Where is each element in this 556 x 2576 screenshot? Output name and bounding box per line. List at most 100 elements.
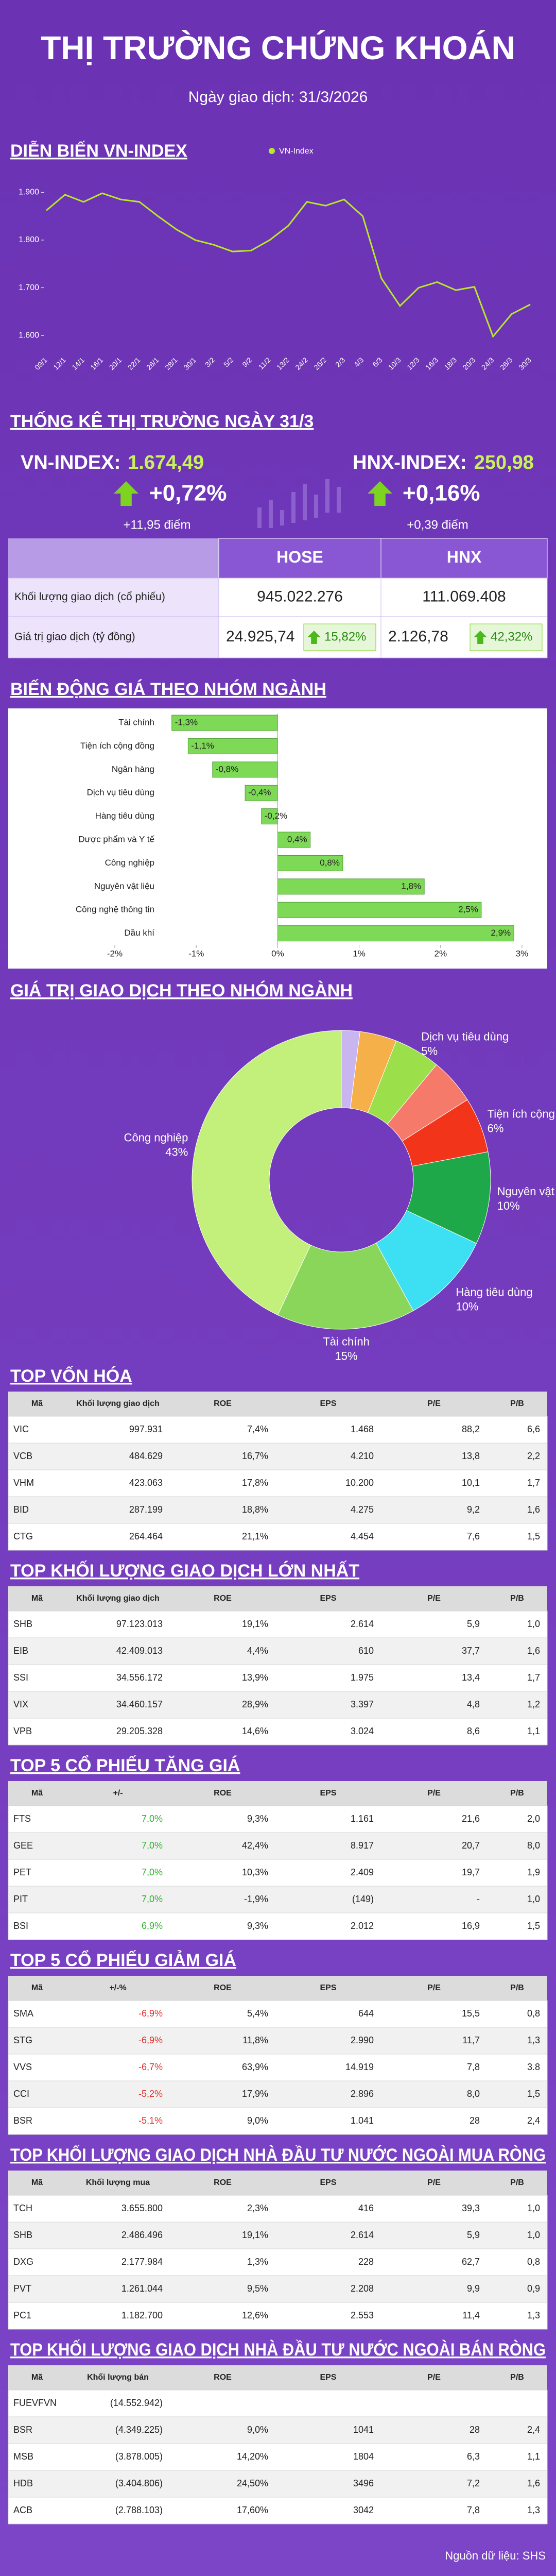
table-cell: 9,3% [247,1814,268,1824]
table-header-row [8,2171,547,2195]
table-row [8,1664,548,1692]
table-cell: 15,5 [462,2008,480,2019]
bar [171,715,278,731]
stats-header: HNX [447,548,482,566]
table-cell: -5,2% [138,2089,163,2099]
table-cell: 4,4% [247,1646,268,1656]
table-cell: -6,7% [138,2062,163,2072]
table-cell: 2.409 [351,1867,374,1877]
table-cell: VIC [13,1424,29,1434]
table-cell: 1,3 [527,2505,540,2515]
table-cell: 8.917 [351,1840,374,1851]
table-row [8,2222,548,2249]
table-cell: FTS [13,1814,31,1824]
table-cell: STG [13,2035,32,2045]
stats-change: 42,32% [491,630,532,643]
table-cell: 1.261.044 [121,2283,163,2294]
section-heading: GIÁ TRỊ GIAO DỊCH THEO NHÓM NGÀNH [10,981,353,1001]
table-header: P/E [427,1789,441,1798]
value-label: -1,1% [191,741,214,751]
slice-value: 5% [421,1044,438,1057]
table-cell: 6,3 [467,2451,480,2462]
table-cell: 21,6 [462,1814,480,1824]
table-cell: 610 [358,1646,374,1656]
table-header-row [8,2365,547,2390]
table-cell: 1,9 [527,1867,540,1877]
category-label: Tài chính [118,717,154,727]
table-cell: 21,1% [242,1531,268,1541]
table-header: Khối lượng bán [87,2373,149,2382]
slice-label: Nguyên vật liệu [497,1185,556,1198]
section-heading: TOP 5 CỔ PHIẾU TĂNG GIÁ [10,1756,240,1775]
table-cell: 4.275 [351,1504,374,1515]
table-cell: 88,2 [462,1424,480,1434]
up-arrow [474,631,487,644]
table-cell: 6,9% [142,1921,163,1931]
table-header: ROE [214,1984,232,1992]
table-cell: FUEVFVN [13,2398,57,2408]
slice-value: 10% [456,1300,478,1313]
up-arrow [114,481,138,506]
table-row [8,1523,548,1551]
table-cell: 1,7 [527,1478,540,1488]
table-header: Khối lượng giao dịch [76,1594,160,1603]
table-row [8,2107,548,2135]
table-cell: 13,8 [462,1451,480,1461]
table-header: ROE [214,1399,232,1408]
table-cell: SHB [13,1619,32,1629]
table-cell: -6,9% [138,2035,163,2045]
table-cell: PC1 [13,2310,31,2320]
table-cell: VHM [13,1478,34,1488]
index-label: VN-INDEX: [21,452,120,473]
table-cell: SMA [13,2008,33,2019]
table-cell: 9,2 [467,1504,480,1515]
table-cell: 62,7 [462,2257,480,2267]
table-row [8,2416,548,2444]
table-header: ROE [214,2373,232,2382]
table-cell: -1,9% [244,1894,268,1904]
table-cell: 7,2 [467,2478,480,2488]
table-cell: 19,1% [242,2230,268,2240]
stats-header-cell [380,538,548,579]
category-label: Dầu khí [124,928,154,938]
section-heading: TOP KHỐI LƯỢNG GIAO DỊCH LỚN NHẤT [10,1561,359,1581]
table-cell: 10.200 [345,1478,374,1488]
stats-row-label: Khối lượng giao dịch (cổ phiếu) [14,591,165,603]
table-cell: -5,1% [138,2115,163,2126]
table-cell: SSI [13,1672,28,1683]
table-cell: 1,2 [527,1699,540,1709]
table-header: P/B [510,1789,524,1798]
table-header: +/- [113,1789,123,1798]
table-cell: 7,6 [467,1531,480,1541]
table-cell: 7,0% [142,1840,163,1851]
value-label: 1,8% [401,881,421,891]
y-tick-label: 1.900 [19,188,39,197]
table-cell: 9,0% [247,2115,268,2126]
table-cell: -6,9% [138,2008,163,2019]
table-row [8,1832,548,1860]
table-row [8,2275,548,2303]
table-cell: 17,60% [237,2505,268,2515]
value-label: -0,2% [265,811,287,821]
table-cell: 416 [358,2203,374,2213]
table-cell: 1,3 [527,2035,540,2045]
table-cell: 14.919 [345,2062,374,2072]
table-cell: EIB [13,1646,28,1656]
x-tick-label: 2% [435,948,447,958]
table-cell: 9,5% [247,2283,268,2294]
page-title: THỊ TRƯỜNG CHỨNG KHOÁN [41,29,515,66]
table-header: P/E [427,2178,441,2187]
stats-value: 24.925,74 [226,628,294,645]
stats-value: 111.069.408 [422,588,506,605]
table-cell: 264.464 [129,1531,163,1541]
table-cell: 1,0 [527,2203,540,2213]
value-label: -0,8% [216,764,238,774]
stats-change: 15,82% [324,630,366,643]
table-header: +/-% [109,1984,126,1992]
value-label: 2,9% [491,928,511,938]
table-cell: 287.199 [129,1504,163,1515]
up-arrow [307,631,321,644]
table-cell: 2,4 [527,2115,540,2126]
table-cell: 1,3% [247,2257,268,2267]
